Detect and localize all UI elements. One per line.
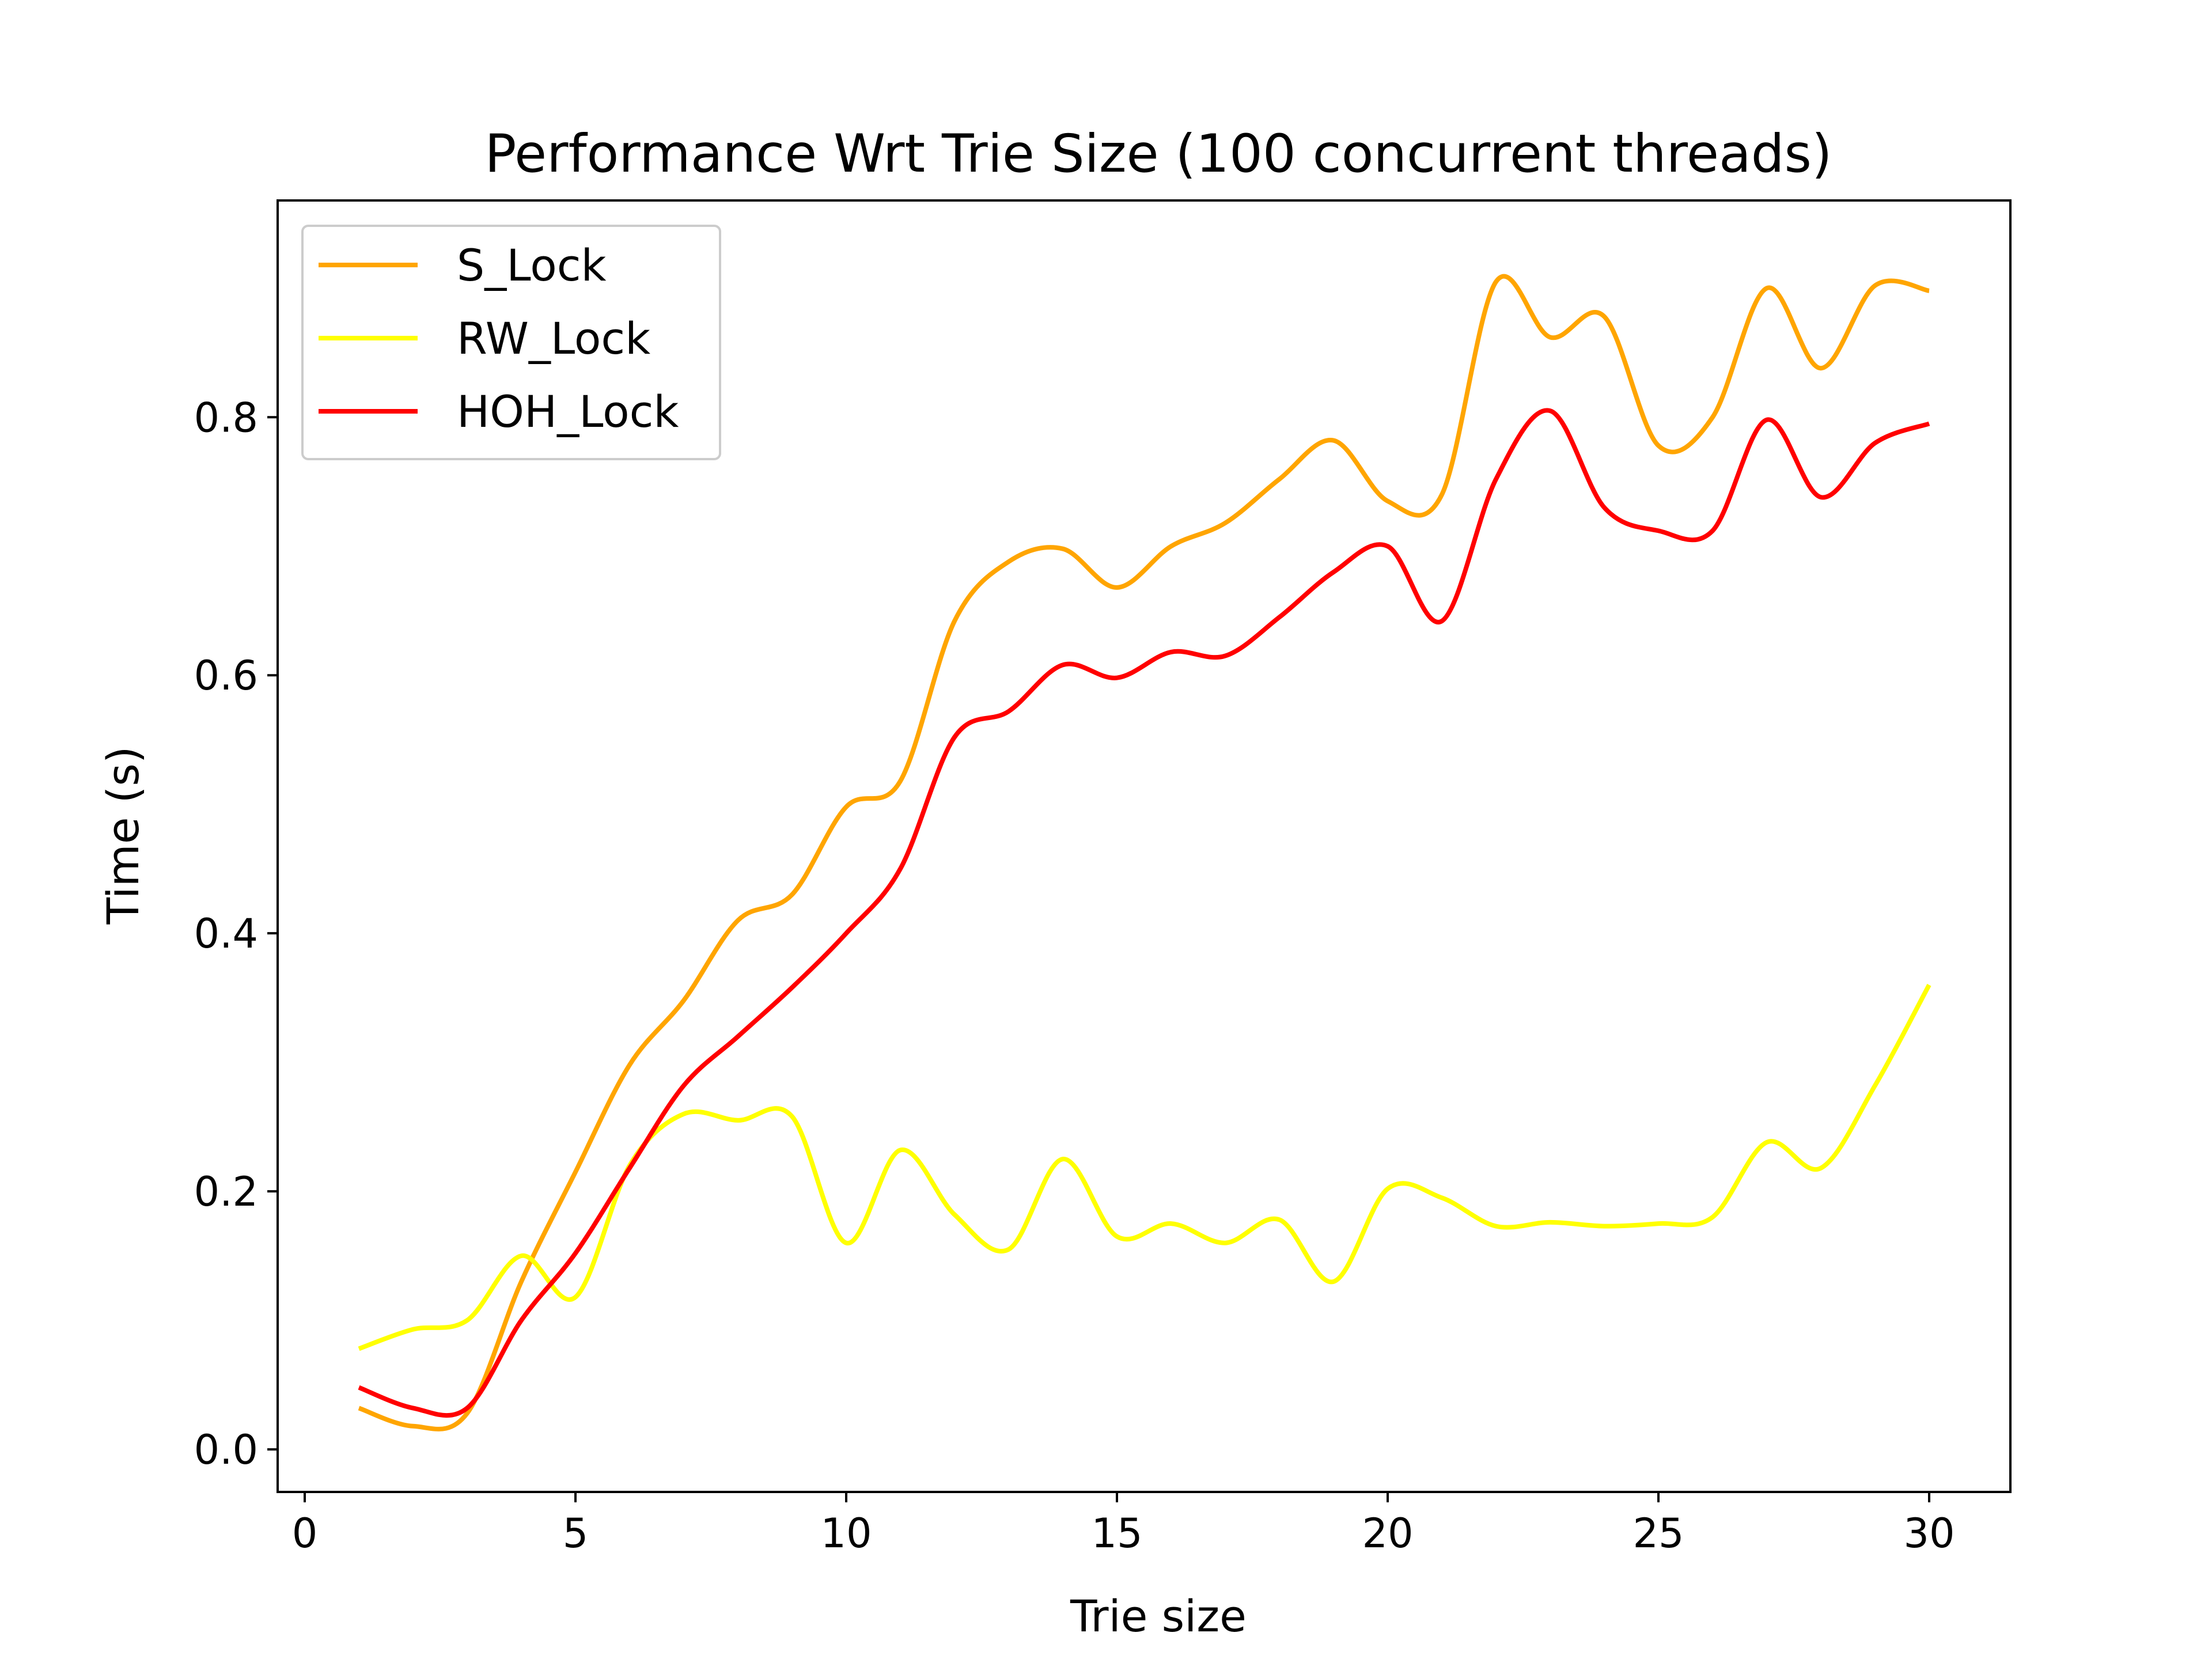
x-tick-label: 20 (1362, 1510, 1413, 1557)
plot-area: 0 5 10 15 20 25 30 0.0 0.2 0.4 0.6 0.8 S_Lock RW_Lock… (194, 199, 2012, 1557)
series-line-s-lock (358, 274, 1930, 1431)
y-tick-label: 0.4 (194, 910, 258, 957)
x-tick-label: 5 (563, 1510, 589, 1557)
y-tick-label: 0.0 (194, 1426, 258, 1474)
x-tick-label: 0 (292, 1510, 318, 1557)
legend-box (301, 225, 721, 460)
x-tick-label: 30 (1903, 1510, 1955, 1557)
x-tick-label: 10 (820, 1510, 872, 1557)
x-tick-label: 25 (1633, 1510, 1684, 1557)
y-axis-label: Time (s) (97, 746, 149, 925)
legend-label-s-lock: S_Lock (457, 240, 607, 291)
y-tick-label: 0.8 (194, 394, 258, 441)
x-axis-label: Trie size (1070, 1590, 1247, 1642)
y-tick-label: 0.6 (194, 652, 258, 699)
x-tick-label: 15 (1091, 1510, 1142, 1557)
legend-label-hoh-lock: HOH_Lock (457, 386, 679, 437)
legend-label-rw-lock: RW_Lock (457, 313, 650, 364)
series-line-hoh-lock (358, 408, 1930, 1418)
axes-frame (276, 199, 2012, 1493)
chart-title: Performance Wrt Trie Size (100 concurren… (485, 124, 1832, 184)
y-tick-label: 0.2 (194, 1168, 258, 1215)
